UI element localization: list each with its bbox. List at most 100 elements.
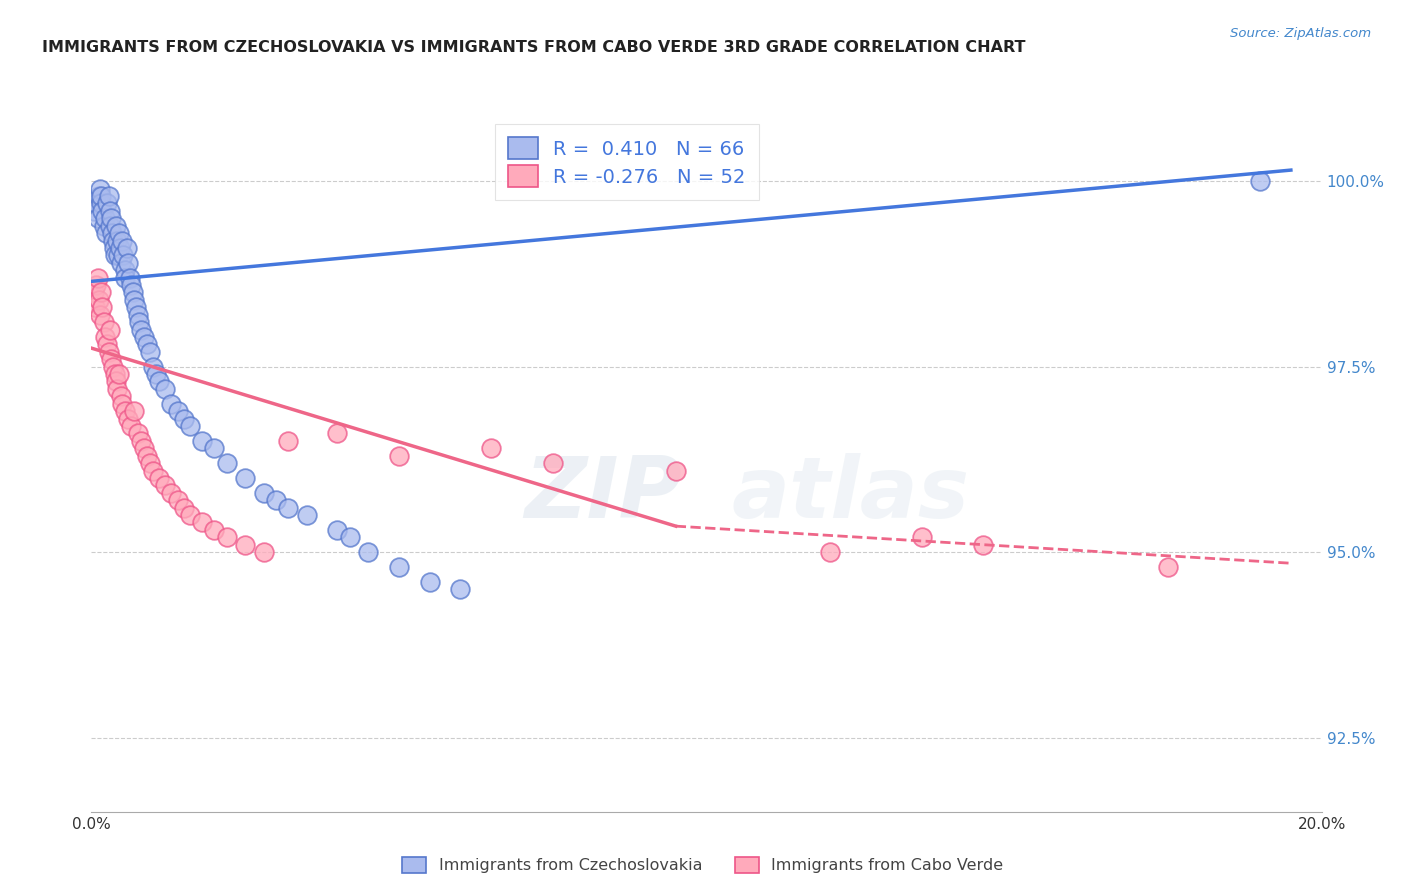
Point xyxy=(107,248,129,262)
Point xyxy=(86,278,108,293)
Point xyxy=(91,203,114,218)
Point xyxy=(93,315,115,329)
Point xyxy=(114,270,136,285)
Point xyxy=(89,308,111,322)
Point xyxy=(148,471,170,485)
Point xyxy=(191,434,214,448)
Point xyxy=(202,523,225,537)
Point xyxy=(449,582,471,597)
Point xyxy=(124,293,146,307)
Point xyxy=(142,463,165,477)
Point xyxy=(105,382,128,396)
Point xyxy=(122,285,145,300)
Point xyxy=(89,181,111,195)
Point xyxy=(110,389,132,403)
Point xyxy=(120,278,142,293)
Point xyxy=(160,397,183,411)
Point xyxy=(86,211,108,226)
Point xyxy=(97,189,120,203)
Point xyxy=(98,203,121,218)
Point xyxy=(101,226,124,240)
Point xyxy=(104,367,127,381)
Point xyxy=(105,375,127,389)
Text: Source: ZipAtlas.com: Source: ZipAtlas.com xyxy=(1230,27,1371,40)
Point xyxy=(111,234,134,248)
Point xyxy=(120,419,142,434)
Point xyxy=(179,508,201,522)
Point xyxy=(202,442,225,456)
Point xyxy=(326,426,349,441)
Point xyxy=(277,500,299,515)
Point xyxy=(135,337,157,351)
Point xyxy=(108,226,131,240)
Point xyxy=(135,449,157,463)
Point xyxy=(98,322,121,336)
Point xyxy=(108,367,131,381)
Point xyxy=(108,241,131,255)
Point xyxy=(86,270,108,285)
Point xyxy=(93,219,115,233)
Point xyxy=(818,545,841,559)
Point xyxy=(142,359,165,374)
Point xyxy=(233,538,256,552)
Point xyxy=(129,322,152,336)
Point xyxy=(911,530,934,544)
Point xyxy=(160,485,183,500)
Point xyxy=(179,419,201,434)
Point xyxy=(139,456,162,470)
Point xyxy=(87,189,110,203)
Point xyxy=(388,449,411,463)
Point xyxy=(541,456,564,470)
Point xyxy=(264,493,287,508)
Point xyxy=(173,500,195,515)
Point xyxy=(112,248,135,262)
Text: IMMIGRANTS FROM CZECHOSLOVAKIA VS IMMIGRANTS FROM CABO VERDE 3RD GRADE CORRELATI: IMMIGRANTS FROM CZECHOSLOVAKIA VS IMMIGR… xyxy=(42,40,1026,55)
Point xyxy=(114,263,136,277)
Point xyxy=(91,301,114,315)
Legend: Immigrants from Czechoslovakia, Immigrants from Cabo Verde: Immigrants from Czechoslovakia, Immigran… xyxy=(396,850,1010,880)
Point xyxy=(111,397,134,411)
Point xyxy=(84,301,107,315)
Point xyxy=(100,352,122,367)
Point xyxy=(233,471,256,485)
Point xyxy=(339,530,361,544)
Point xyxy=(173,411,195,425)
Point xyxy=(118,270,141,285)
Point xyxy=(153,478,177,492)
Point xyxy=(86,196,108,211)
Point xyxy=(94,211,117,226)
Point xyxy=(117,411,139,425)
Point xyxy=(145,367,167,381)
Point xyxy=(139,344,162,359)
Point xyxy=(132,330,155,344)
Point xyxy=(96,226,117,240)
Point xyxy=(101,234,124,248)
Point xyxy=(115,241,138,255)
Point xyxy=(153,382,177,396)
Point xyxy=(166,493,188,508)
Point xyxy=(148,375,170,389)
Point xyxy=(295,508,318,522)
Text: atlas: atlas xyxy=(731,453,969,536)
Point xyxy=(100,211,122,226)
Point xyxy=(103,241,125,255)
Point xyxy=(277,434,299,448)
Point xyxy=(215,530,238,544)
Text: ZIP: ZIP xyxy=(524,453,682,536)
Point xyxy=(96,337,118,351)
Point xyxy=(117,256,139,270)
Point xyxy=(127,308,149,322)
Point xyxy=(124,404,146,418)
Point xyxy=(166,404,188,418)
Point xyxy=(191,516,214,530)
Point xyxy=(326,523,349,537)
Point xyxy=(215,456,238,470)
Point xyxy=(105,219,127,233)
Point xyxy=(128,315,150,329)
Point xyxy=(357,545,380,559)
Point xyxy=(96,196,118,211)
Point xyxy=(94,330,117,344)
Point xyxy=(665,463,688,477)
Point xyxy=(114,404,136,418)
Point xyxy=(87,293,110,307)
